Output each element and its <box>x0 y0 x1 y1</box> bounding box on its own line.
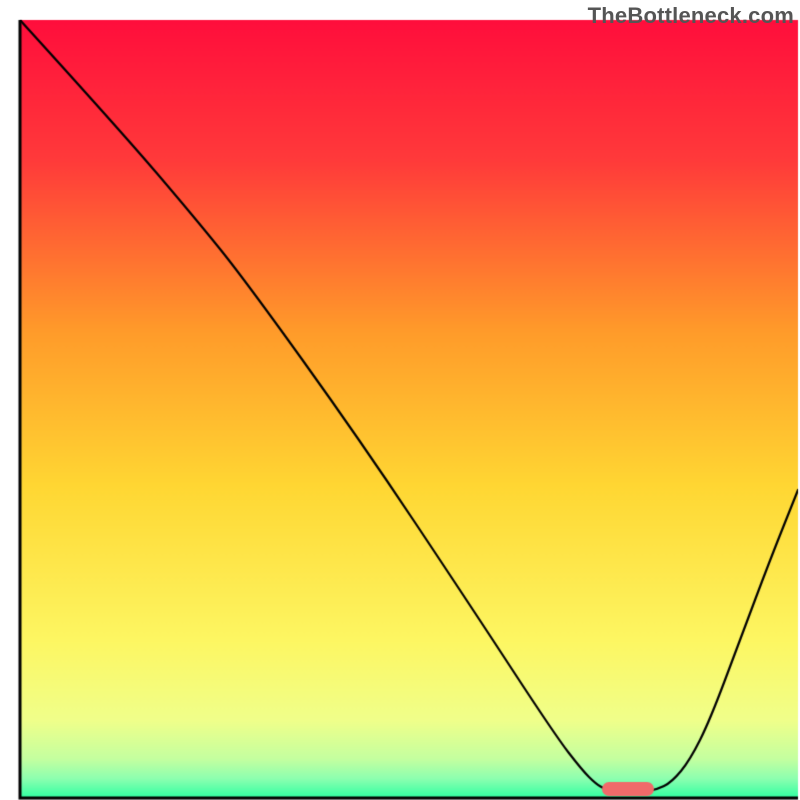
bottleneck-chart: TheBottleneck.com <box>0 0 800 800</box>
marker-canvas <box>0 0 800 800</box>
watermark-text: TheBottleneck.com <box>588 3 794 29</box>
